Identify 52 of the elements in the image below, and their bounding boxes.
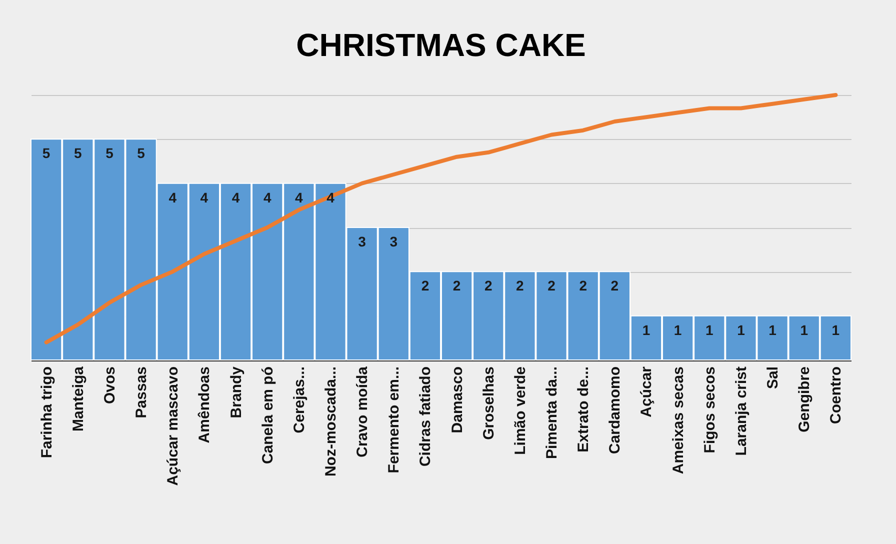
data-label: 4: [168, 189, 177, 206]
data-label: 5: [42, 145, 50, 162]
data-label: 2: [579, 278, 588, 294]
x-tick-label: Manteiga: [70, 366, 87, 432]
data-label: 2: [421, 278, 430, 294]
x-tick-label: Laranja crist: [732, 366, 750, 456]
data-label: 2: [610, 278, 619, 294]
data-label: 5: [106, 145, 114, 162]
x-tick-label: Groselhas: [480, 366, 498, 440]
x-tick-label: Brandy: [228, 366, 245, 418]
data-label: 5: [137, 145, 146, 162]
x-tick-label: Açúcar mascavo: [164, 366, 182, 486]
x-tick-label: Damasco: [448, 366, 466, 434]
x-tick-label: Cardamomo: [606, 366, 624, 454]
x-tick-label: Sal: [764, 366, 782, 390]
data-label: 1: [800, 322, 808, 338]
x-tick-label: Farinha trigo: [38, 366, 56, 458]
x-tick-label: Açúcar: [638, 366, 656, 418]
x-tick-label: Figos secos: [701, 366, 718, 454]
x-tick-label: Noz-moscada...: [322, 366, 340, 477]
data-label: 1: [737, 322, 746, 338]
x-tick-label: Canela em pó: [259, 366, 276, 464]
x-tick-label: Coentro: [828, 366, 845, 424]
data-label: 2: [484, 278, 492, 294]
x-tick-label: Cerejas...: [290, 366, 308, 434]
x-tick-label: Extrato de...: [575, 366, 592, 452]
data-label: 3: [358, 234, 366, 250]
x-tick-label: Gengibre: [796, 366, 814, 432]
data-label: 4: [232, 189, 240, 206]
data-label: 1: [674, 322, 682, 338]
data-label: 4: [263, 189, 272, 206]
data-label: 2: [452, 278, 461, 294]
data-label: 2: [516, 278, 524, 294]
data-label: 1: [832, 322, 840, 338]
x-tick-label: Cidras fatiado: [417, 366, 434, 467]
data-label: 5: [74, 145, 82, 162]
x-tick-label: Ovos: [101, 366, 118, 404]
x-tick-label: Pimenta da...: [544, 366, 561, 460]
x-tick-label: Fermento em...: [386, 366, 403, 474]
data-label: 1: [642, 322, 650, 338]
data-label: 4: [295, 189, 304, 206]
data-label: 2: [548, 278, 556, 294]
x-tick-label: Passas: [133, 366, 150, 418]
data-label: 3: [390, 234, 398, 250]
chart-title: CHRISTMAS CAKE: [296, 27, 586, 63]
data-label: 1: [705, 322, 714, 338]
data-label: 4: [200, 189, 208, 206]
x-tick-label: Ameixas secas: [670, 366, 687, 474]
x-tick-label: Cravo moída: [354, 366, 372, 458]
x-tick-label: Limão verde: [512, 366, 529, 455]
data-label: 1: [768, 322, 777, 338]
x-tick-label: Amêndoas: [196, 366, 214, 444]
